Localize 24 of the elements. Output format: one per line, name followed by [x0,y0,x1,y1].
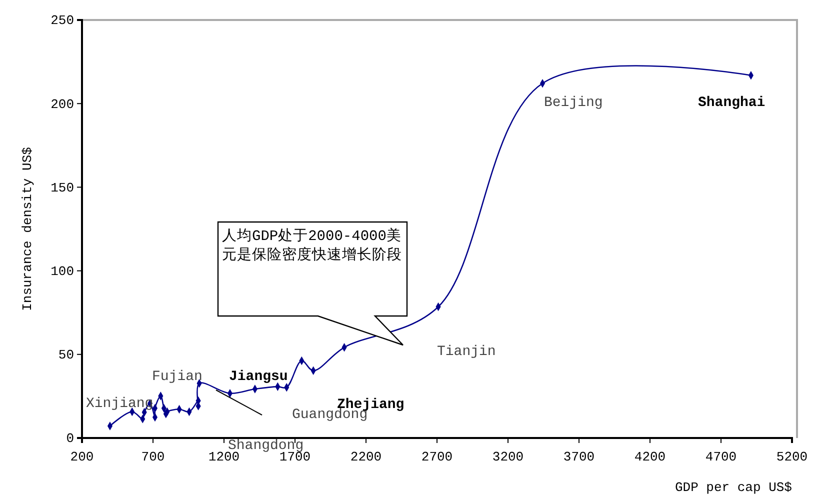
y-tick-label: 200 [50,96,74,112]
x-tick-label: 3700 [563,449,595,464]
y-tick-label: 0 [66,431,74,446]
x-tick-label: 4700 [705,449,737,464]
annotation: Beijing [544,95,603,111]
annotation: Jiangsu [229,369,288,385]
x-tick-label: 5200 [776,449,808,464]
y-tick-label: 250 [50,13,74,28]
y-tick-label: 150 [50,180,74,196]
annotation: 人均GDP处于2000-4000美元是保险密度快速增长阶段 [222,227,402,264]
x-tick-label: 4200 [634,449,666,464]
x-axis-title: GDP per cap US$ [674,480,792,495]
x-tick-label: 200 [70,449,94,464]
x-tick-label: 2200 [350,449,382,464]
x-tick-label: 700 [141,449,165,464]
y-axis-title: Insurance density US$ [20,146,35,311]
x-tick-label: 1200 [208,449,240,464]
annotation: Tianjin [437,344,496,360]
x-tick-label: 2700 [421,449,453,464]
x-tick-label: 3200 [492,449,524,464]
annotation: Fujian [152,369,202,385]
y-tick-label: 100 [50,264,74,279]
y-tick-label: 50 [58,348,74,363]
annotation: Shanghai [698,95,766,111]
